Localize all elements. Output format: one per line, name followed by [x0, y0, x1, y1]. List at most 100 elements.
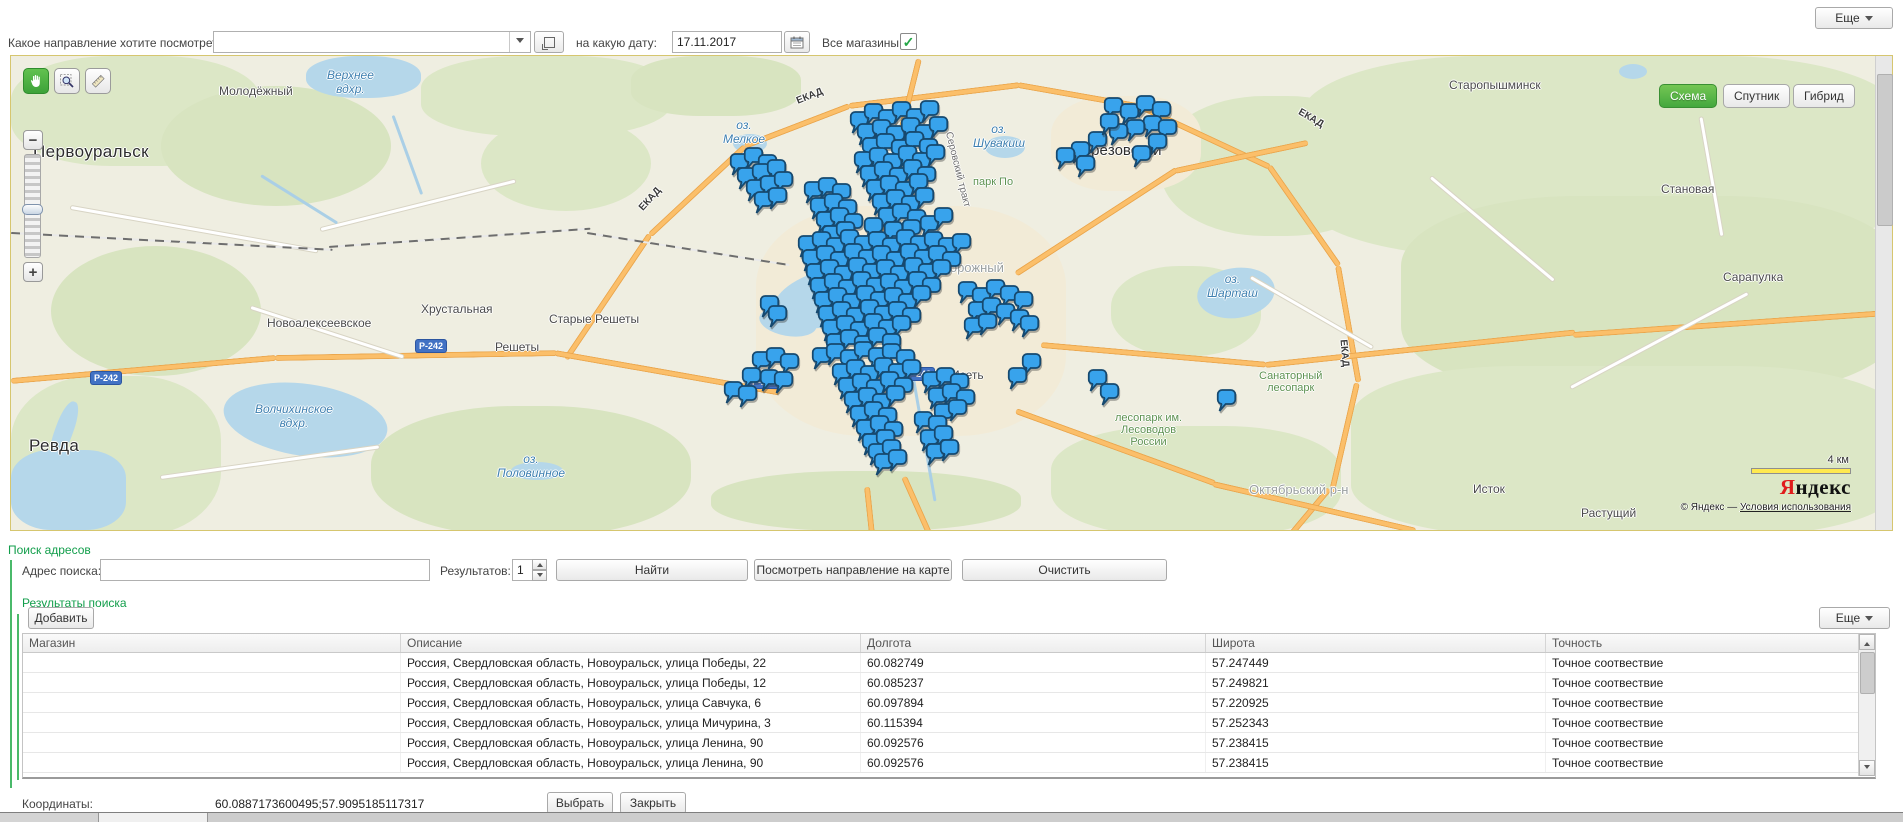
table-scrollbar[interactable]	[1858, 634, 1875, 776]
store-marker-icon[interactable]	[1131, 144, 1152, 169]
add-button[interactable]: Добавить	[28, 607, 94, 629]
all-shops-label: Все магазины:	[822, 36, 902, 50]
map-road-river	[392, 115, 424, 195]
terms-of-use-link[interactable]: Условия использования	[1740, 502, 1851, 513]
table-cell-acc: Точное соотвествие	[1546, 733, 1875, 752]
table-row[interactable]: Россия, Свердловская область, Новоуральс…	[23, 653, 1875, 673]
find-button[interactable]: Найти	[556, 559, 748, 581]
all-shops-checkbox[interactable]: ✓	[900, 33, 917, 50]
map-group-frame: ПервоуральскРевдаБерёзовскийМолодёжныйСт…	[10, 55, 1893, 531]
table-cell-desc: Россия, Свердловская область, Новоуральс…	[401, 733, 861, 752]
scroll-down-button[interactable]	[1859, 760, 1875, 776]
close-button[interactable]: Закрыть	[620, 792, 686, 814]
window: Еще Какое направление хотите посмотреть:…	[0, 0, 1903, 822]
store-marker-icon[interactable]	[767, 186, 788, 211]
map-label: оз. Половинное	[497, 452, 565, 480]
map-label: ЕКАД	[1338, 339, 1351, 367]
zoom-select-tool-button[interactable]	[54, 68, 80, 94]
column-header-accuracy[interactable]: Точность	[1546, 634, 1875, 652]
clear-button[interactable]: Очистить	[962, 559, 1167, 581]
store-marker-icon[interactable]	[887, 448, 908, 473]
checkmark-icon: ✓	[903, 35, 915, 49]
map-label: Молодёжный	[219, 84, 293, 98]
direction-open-button[interactable]	[534, 31, 564, 53]
store-marker-icon[interactable]	[947, 398, 968, 423]
top-more-button[interactable]: Еще	[1815, 7, 1893, 29]
calendar-button[interactable]	[784, 31, 810, 53]
table-cell-shop	[23, 653, 401, 672]
table-more-button[interactable]: Еще	[1819, 607, 1890, 629]
column-header-longitude[interactable]: Долгота	[861, 634, 1206, 652]
results-count-spinner[interactable]	[532, 559, 547, 581]
scroll-up-button[interactable]	[1859, 634, 1875, 650]
results-table: Магазин Описание Долгота Широта Точность…	[22, 633, 1876, 779]
road-badge: Р-242	[91, 372, 121, 384]
table-cell-lat: 57.249821	[1206, 673, 1546, 692]
find-label: Найти	[635, 563, 669, 577]
show-direction-button[interactable]: Посмотреть направление на карте	[754, 559, 952, 581]
store-marker-icon[interactable]	[1019, 314, 1040, 339]
ruler-tool-button[interactable]	[85, 68, 111, 94]
map-road-minor	[251, 306, 404, 358]
zoom-in-button[interactable]: +	[23, 262, 43, 282]
store-marker-icon[interactable]	[767, 304, 788, 329]
select-button[interactable]: Выбрать	[547, 792, 613, 814]
store-marker-icon[interactable]	[977, 312, 998, 337]
coordinates-label: Координаты:	[22, 797, 93, 811]
map-type-scheme-button[interactable]: Схема	[1659, 84, 1717, 108]
results-count-value: 1	[517, 563, 524, 577]
table-row[interactable]: Россия, Свердловская область, Новоуральс…	[23, 733, 1875, 753]
store-marker-icon[interactable]	[737, 384, 758, 409]
map-terrain-blob	[1619, 64, 1647, 79]
results-count-label: Результатов:	[440, 564, 511, 578]
store-marker-icon[interactable]	[1216, 388, 1237, 413]
pan-tool-button[interactable]	[23, 68, 49, 94]
zoom-out-button[interactable]: −	[23, 130, 43, 150]
zoom-slider-handle[interactable]	[22, 204, 43, 215]
address-input[interactable]	[100, 559, 430, 581]
map-type-satellite-button[interactable]: Спутник	[1723, 84, 1790, 108]
date-label: на какую дату:	[576, 36, 657, 50]
combo-dropdown-button[interactable]	[509, 32, 530, 52]
map-label: Становая	[1661, 182, 1714, 196]
chevron-up-icon	[1864, 639, 1870, 646]
table-row[interactable]: Россия, Свердловская область, Новоуральс…	[23, 753, 1875, 773]
store-marker-icon[interactable]	[773, 370, 794, 395]
table-scrollbar-thumb[interactable]	[1860, 652, 1875, 694]
background-cell	[99, 813, 208, 822]
store-marker-icon[interactable]	[1099, 382, 1120, 407]
table-cell-acc: Точное соотвествие	[1546, 693, 1875, 712]
column-header-description[interactable]: Описание	[401, 634, 861, 652]
store-marker-icon[interactable]	[1075, 154, 1096, 179]
ruler-icon	[90, 73, 106, 89]
table-cell-lon: 60.092576	[861, 733, 1206, 752]
direction-combobox[interactable]	[213, 31, 531, 53]
yandex-logo: Яндекс	[1780, 475, 1851, 500]
table-cell-lat: 57.238415	[1206, 733, 1546, 752]
map-scrollbar[interactable]	[1875, 56, 1892, 530]
store-marker-icon[interactable]	[933, 206, 954, 231]
column-header-latitude[interactable]: Широта	[1206, 634, 1546, 652]
store-marker-icon[interactable]	[1055, 146, 1076, 171]
date-input[interactable]: 17.11.2017	[672, 31, 782, 53]
column-header-shop[interactable]: Магазин	[23, 634, 401, 652]
table-cell-lon: 60.092576	[861, 753, 1206, 772]
chevron-down-icon	[1864, 765, 1870, 772]
map-scrollbar-thumb[interactable]	[1877, 74, 1893, 226]
map-type-hybrid-button[interactable]: Гибрид	[1793, 84, 1855, 108]
map-label: Новоалексеевское	[267, 316, 371, 330]
store-marker-icon[interactable]	[1007, 366, 1028, 391]
results-count-input[interactable]: 1	[512, 559, 533, 581]
table-row[interactable]: Россия, Свердловская область, Новоуральс…	[23, 693, 1875, 713]
table-header-row[interactable]: Магазин Описание Долгота Широта Точность	[23, 634, 1875, 653]
table-row[interactable]: Россия, Свердловская область, Новоуральс…	[23, 673, 1875, 693]
table-cell-lon: 60.097894	[861, 693, 1206, 712]
store-marker-icon[interactable]	[1099, 112, 1120, 137]
table-row[interactable]: Россия, Свердловская область, Новоуральс…	[23, 713, 1875, 733]
map-terrain-blob	[51, 246, 261, 376]
spinner-up-button[interactable]	[532, 559, 547, 570]
store-marker-icon[interactable]	[939, 438, 960, 463]
map-canvas[interactable]: ПервоуральскРевдаБерёзовскийМолодёжныйСт…	[11, 56, 1875, 530]
table-cell-lat: 57.252343	[1206, 713, 1546, 732]
spinner-down-button[interactable]	[532, 570, 547, 581]
